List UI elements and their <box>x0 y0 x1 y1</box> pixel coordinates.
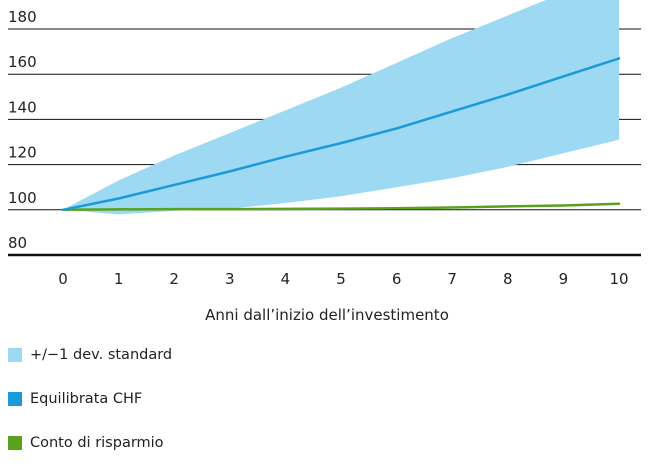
x-tick-label: 4 <box>281 270 291 288</box>
x-tick-label: 0 <box>58 270 68 288</box>
y-tick-label: 100 <box>8 189 37 207</box>
x-tick-label: 1 <box>114 270 124 288</box>
legend: +/−1 dev. standard Equilibrata CHF Conto… <box>8 344 172 476</box>
x-tick-label: 9 <box>559 270 569 288</box>
legend-label-conto-risparmio: Conto di risparmio <box>30 435 164 451</box>
std-dev-band <box>63 0 619 215</box>
x-tick-label: 2 <box>169 270 179 288</box>
series-line-equilibrata-chf <box>61 57 621 212</box>
x-tick-label: 3 <box>225 270 235 288</box>
x-tick-label: 6 <box>392 270 402 288</box>
x-tick-label: 5 <box>336 270 346 288</box>
legend-item-conto-risparmio: Conto di risparmio <box>8 432 172 454</box>
line-chart: 80 100 120 140 160 180 0 1 2 3 4 5 6 7 8 9 10 Anni dall… <box>8 0 641 324</box>
series-line-conto-di-risparmio <box>61 202 621 212</box>
legend-swatch-conto-risparmio <box>8 436 22 450</box>
legend-label-std-dev: +/−1 dev. standard <box>30 347 173 363</box>
legend-item-equilibrata-chf: Equilibrata CHF <box>8 388 172 410</box>
y-tick-label: 80 <box>8 234 27 252</box>
x-tick-label: 8 <box>503 270 513 288</box>
legend-item-std-dev: +/−1 dev. standard <box>8 344 172 366</box>
y-tick-label: 120 <box>8 144 37 162</box>
legend-swatch-equilibrata-chf <box>8 392 22 406</box>
x-tick-label: 7 <box>447 270 457 288</box>
x-axis-label: Anni dall’inizio dell’investimento <box>205 306 449 324</box>
legend-swatch-std-dev <box>8 348 22 362</box>
x-tick-label: 10 <box>609 270 628 288</box>
y-tick-label: 140 <box>8 98 37 116</box>
legend-label-equilibrata-chf: Equilibrata CHF <box>30 391 143 407</box>
y-tick-label: 160 <box>8 53 37 71</box>
y-tick-label: 180 <box>8 8 37 26</box>
